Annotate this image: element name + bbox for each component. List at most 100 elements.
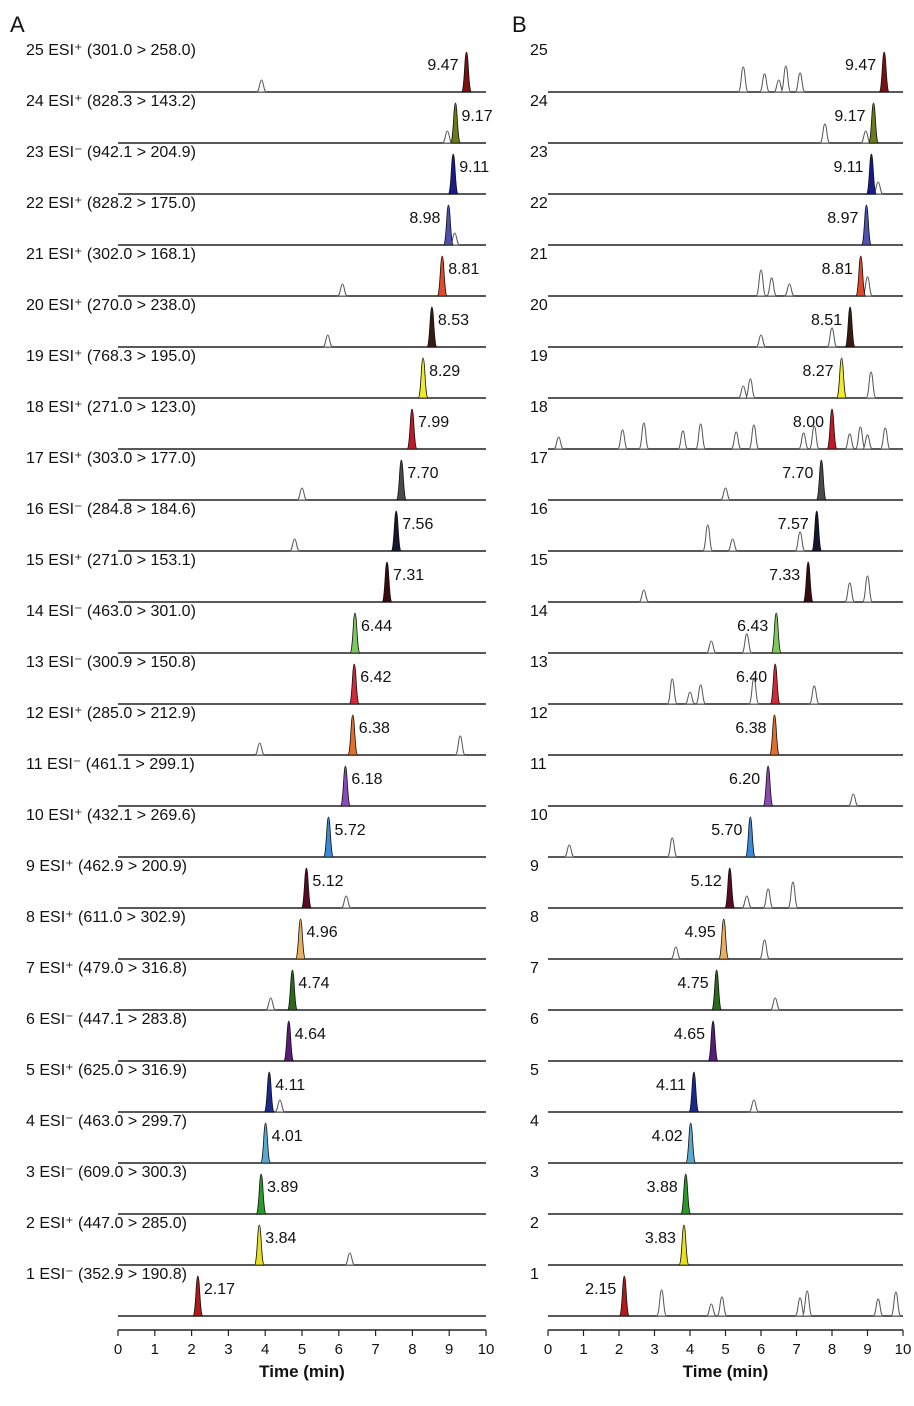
trace-a-14: 14 ESI⁻ (463.0 > 301.0) 6.44 xyxy=(26,603,486,654)
trace-label: 11 ESI⁻ (461.1 > 299.1) xyxy=(26,756,195,773)
trace-label: 3 xyxy=(530,1164,539,1181)
main-peak xyxy=(685,1122,697,1164)
trace-label: 8 xyxy=(530,909,539,926)
minor-peak xyxy=(296,487,308,501)
peak-rt-label: 6.44 xyxy=(361,618,392,635)
minor-peak xyxy=(826,327,838,348)
peak-rt-label: 5.12 xyxy=(312,873,343,890)
main-peak xyxy=(802,561,814,603)
trace-label: 10 ESI⁺ (432.1 > 269.6) xyxy=(26,807,196,824)
trace-b-10: 105.70 xyxy=(530,807,903,858)
trace-a-5: 5 ESI⁺ (625.0 > 316.9) 4.11 xyxy=(26,1062,486,1113)
minor-peak xyxy=(780,65,792,93)
minor-peak xyxy=(766,277,778,297)
minor-peak xyxy=(730,431,742,450)
trace-a-20: 20 ESI⁺ (270.0 > 238.0) 8.53 xyxy=(26,297,486,348)
minor-peak xyxy=(748,677,760,705)
panel-b-chromatograms: 259.47249.17239.11228.97218.81208.51198.… xyxy=(530,42,911,1381)
peak-rt-label: 8.27 xyxy=(802,363,833,380)
trace-b-4: 44.02 xyxy=(530,1113,903,1164)
trace-b-7: 74.75 xyxy=(530,960,903,1011)
main-peak xyxy=(711,969,723,1011)
trace-label: 10 xyxy=(530,807,548,824)
minor-peak xyxy=(274,1099,286,1113)
main-peak xyxy=(815,459,827,501)
minor-peak xyxy=(879,427,891,450)
trace-a-6: 6 ESI⁻ (447.1 > 283.8) 4.64 xyxy=(26,1011,486,1062)
x-tick-label: 3 xyxy=(224,1341,232,1358)
trace-label: 7 xyxy=(530,960,539,977)
trace-label: 13 xyxy=(530,654,548,671)
minor-peak xyxy=(737,66,749,93)
peak-rt-label: 7.56 xyxy=(402,516,433,533)
main-peak xyxy=(255,1173,267,1215)
trace-label: 15 xyxy=(530,552,548,569)
main-peak xyxy=(390,510,402,552)
main-peak xyxy=(844,306,856,348)
main-peak xyxy=(770,612,782,654)
peak-rt-label: 2.17 xyxy=(204,1281,235,1298)
main-peak xyxy=(450,102,461,144)
x-tick-label: 2 xyxy=(615,1341,623,1358)
x-tick-label: 2 xyxy=(187,1341,195,1358)
peak-rt-label: 9.47 xyxy=(427,57,458,74)
minor-peak xyxy=(808,425,820,450)
peak-rt-label: 5.72 xyxy=(334,822,365,839)
x-axis-title: Time (min) xyxy=(683,1362,769,1381)
trace-label: 14 ESI⁻ (463.0 > 301.0) xyxy=(26,603,196,620)
trace-b-13: 136.40 xyxy=(530,654,903,705)
minor-peak xyxy=(741,633,753,654)
minor-peak xyxy=(759,939,771,960)
main-peak xyxy=(283,1020,295,1062)
peak-rt-label: 9.17 xyxy=(461,108,492,125)
minor-peak xyxy=(794,531,806,552)
peak-rt-label: 7.31 xyxy=(393,567,424,584)
peak-rt-label: 4.02 xyxy=(652,1128,683,1145)
x-tick-label: 1 xyxy=(151,1341,159,1358)
minor-peak xyxy=(564,844,575,858)
minor-peak xyxy=(684,691,696,705)
trace-a-17: 17 ESI⁺ (303.0 > 177.0) 7.70 xyxy=(26,450,486,501)
peak-rt-label: 4.75 xyxy=(677,975,708,992)
trace-label: 15 ESI⁺ (271.0 > 153.1) xyxy=(26,552,196,569)
main-peak xyxy=(618,1275,630,1317)
trace-label: 16 xyxy=(530,501,548,518)
main-peak xyxy=(263,1071,275,1113)
minor-peak xyxy=(695,423,707,450)
minor-peak xyxy=(702,524,714,552)
trace-a-13: 13 ESI⁻ (300.9 > 150.8) 6.42 xyxy=(26,654,486,705)
trace-label: 1 xyxy=(530,1266,539,1283)
minor-peak xyxy=(265,997,276,1011)
peak-rt-label: 4.01 xyxy=(272,1128,303,1145)
trace-label: 5 ESI⁺ (625.0 > 316.9) xyxy=(26,1062,187,1079)
minor-peak xyxy=(865,371,877,399)
x-tick-label: 8 xyxy=(408,1341,416,1358)
minor-peak xyxy=(819,123,831,144)
trace-b-11: 116.20 xyxy=(530,756,903,807)
x-tick-label: 3 xyxy=(650,1341,658,1358)
x-axis-title: Time (min) xyxy=(259,1362,345,1381)
main-peak xyxy=(349,612,361,654)
trace-a-16: 16 ESI⁻ (284.8 > 184.6) 7.56 xyxy=(26,501,486,552)
trace-label: 23 ESI⁻ (942.1 > 204.9) xyxy=(26,144,196,161)
x-tick-label: 7 xyxy=(371,1341,379,1358)
minor-peak xyxy=(854,426,866,450)
main-peak xyxy=(447,153,459,195)
trace-a-22: 22 ESI⁺ (828.2 > 175.0) 8.98 xyxy=(26,195,486,246)
trace-a-23: 23 ESI⁻ (942.1 > 204.9) 9.11 xyxy=(26,144,489,195)
peak-rt-label: 4.11 xyxy=(656,1077,686,1094)
minor-peak xyxy=(844,582,856,603)
peak-rt-label: 8.00 xyxy=(793,414,824,431)
x-tick-label: 0 xyxy=(114,1341,122,1358)
trace-label: 21 ESI⁺ (302.0 > 168.1) xyxy=(26,246,196,263)
trace-b-6: 64.65 xyxy=(530,1011,903,1062)
x-tick-label: 7 xyxy=(792,1341,800,1358)
peak-rt-label: 9.11 xyxy=(459,159,489,176)
trace-a-1: 1 ESI⁻ (352.9 > 190.8) 2.17 xyxy=(26,1266,486,1317)
minor-peak xyxy=(454,735,466,756)
trace-label: 17 ESI⁺ (303.0 > 177.0) xyxy=(26,450,196,467)
peak-rt-label: 7.33 xyxy=(769,567,800,584)
minor-peak xyxy=(553,436,564,450)
peak-rt-label: 3.83 xyxy=(645,1230,676,1247)
panel-label-b: B xyxy=(512,12,527,37)
